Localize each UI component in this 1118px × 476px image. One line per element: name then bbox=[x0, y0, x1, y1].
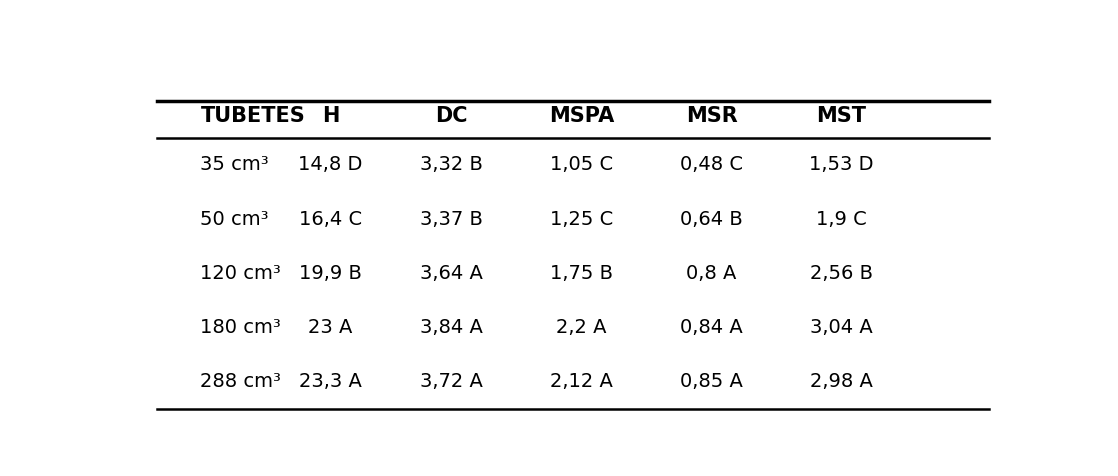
Text: 35 cm³: 35 cm³ bbox=[200, 155, 269, 174]
Text: 1,53 D: 1,53 D bbox=[809, 155, 874, 174]
Text: 3,04 A: 3,04 A bbox=[811, 318, 873, 337]
Text: 2,12 A: 2,12 A bbox=[550, 372, 613, 391]
Text: 23 A: 23 A bbox=[309, 318, 352, 337]
Text: 14,8 D: 14,8 D bbox=[299, 155, 362, 174]
Text: MST: MST bbox=[816, 106, 866, 126]
Text: 0,8 A: 0,8 A bbox=[686, 264, 737, 283]
Text: 0,84 A: 0,84 A bbox=[680, 318, 743, 337]
Text: DC: DC bbox=[435, 106, 468, 126]
Text: 23,3 A: 23,3 A bbox=[299, 372, 362, 391]
Text: 120 cm³: 120 cm³ bbox=[200, 264, 281, 283]
Text: 2,98 A: 2,98 A bbox=[811, 372, 873, 391]
Text: 2,56 B: 2,56 B bbox=[811, 264, 873, 283]
Text: 0,64 B: 0,64 B bbox=[680, 209, 743, 228]
Text: 19,9 B: 19,9 B bbox=[299, 264, 362, 283]
Text: 1,9 C: 1,9 C bbox=[816, 209, 866, 228]
Text: 3,72 A: 3,72 A bbox=[420, 372, 483, 391]
Text: 50 cm³: 50 cm³ bbox=[200, 209, 269, 228]
Text: 16,4 C: 16,4 C bbox=[299, 209, 362, 228]
Text: 180 cm³: 180 cm³ bbox=[200, 318, 281, 337]
Text: 3,37 B: 3,37 B bbox=[420, 209, 483, 228]
Text: MSR: MSR bbox=[685, 106, 738, 126]
Text: 1,25 C: 1,25 C bbox=[550, 209, 614, 228]
Text: 3,32 B: 3,32 B bbox=[420, 155, 483, 174]
Text: 3,64 A: 3,64 A bbox=[420, 264, 483, 283]
Text: 1,75 B: 1,75 B bbox=[550, 264, 613, 283]
Text: 3,84 A: 3,84 A bbox=[420, 318, 483, 337]
Text: MSPA: MSPA bbox=[549, 106, 614, 126]
Text: 1,05 C: 1,05 C bbox=[550, 155, 613, 174]
Text: H: H bbox=[322, 106, 339, 126]
Text: 288 cm³: 288 cm³ bbox=[200, 372, 282, 391]
Text: TUBETES: TUBETES bbox=[200, 106, 305, 126]
Text: 0,48 C: 0,48 C bbox=[680, 155, 743, 174]
Text: 2,2 A: 2,2 A bbox=[557, 318, 607, 337]
Text: 0,85 A: 0,85 A bbox=[680, 372, 743, 391]
